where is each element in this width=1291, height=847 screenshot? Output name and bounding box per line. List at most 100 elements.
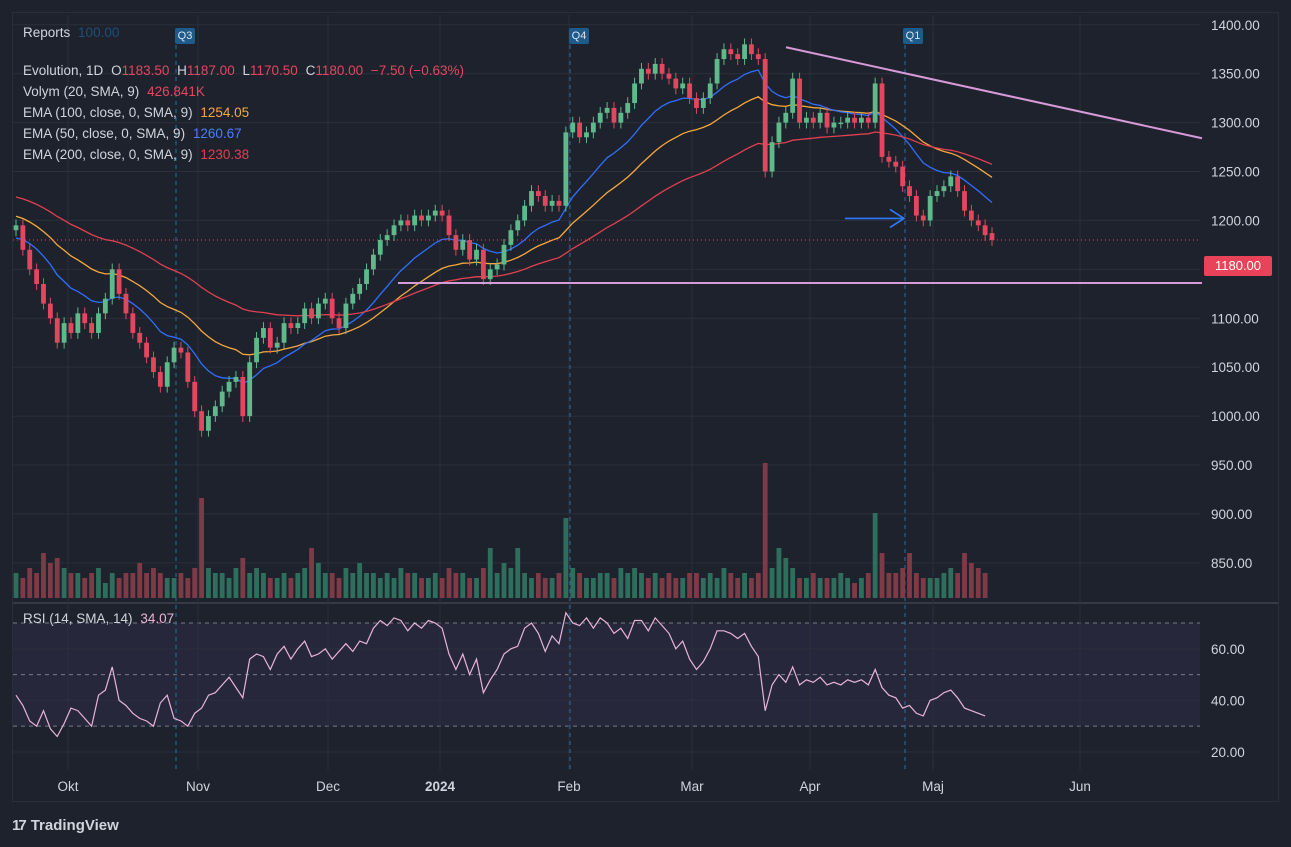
volume-bar: [13, 573, 19, 598]
candle-body: [123, 293, 129, 314]
candle-body: [96, 313, 101, 333]
candle-body: [535, 191, 541, 196]
rsi-tick-label: 40.00: [1211, 693, 1245, 708]
ohlc-open: 1183.50: [121, 63, 170, 78]
candle-body: [962, 191, 967, 211]
candle-body: [810, 117, 816, 123]
chart-frame[interactable]: [12, 12, 1279, 802]
volume-bar: [316, 563, 321, 598]
candle-body: [872, 83, 878, 123]
candle-body: [391, 225, 397, 236]
legend-reports[interactable]: Reports 100.00: [23, 25, 119, 41]
candle-body: [859, 117, 864, 123]
volume-bar: [27, 568, 33, 598]
time-tick-label: Dec: [316, 779, 340, 794]
candle-body: [632, 83, 637, 104]
volume-bar: [453, 573, 459, 598]
legend-ema200[interactable]: EMA (200, close, 0, SMA, 9) 1230.38: [23, 147, 249, 163]
volume-bar: [721, 568, 727, 598]
legend-symbol[interactable]: Evolution, 1D O1183.50 H1187.00 L1170.50…: [23, 63, 464, 79]
volume-bar: [226, 578, 232, 598]
candle-body: [597, 112, 603, 123]
time-tick-label: Nov: [186, 779, 210, 794]
candle-body: [432, 210, 438, 216]
volume-bar: [529, 578, 534, 598]
volume-bar: [302, 568, 308, 598]
candle-body: [219, 391, 225, 407]
volume-bar: [329, 573, 335, 598]
volume-bar: [707, 573, 713, 598]
candle-body: [522, 205, 528, 221]
volume-bar: [412, 573, 418, 598]
candle-body: [549, 200, 555, 206]
volume-bar: [487, 548, 493, 598]
quarter-badge-q4[interactable]: Q4: [569, 28, 589, 44]
candle-body: [790, 78, 796, 113]
candle-body: [419, 215, 424, 221]
volume-bar: [714, 578, 720, 598]
volume-bar: [941, 573, 947, 598]
tradingview-icon: 17: [12, 817, 27, 834]
volume-bar: [570, 568, 576, 598]
candle-body: [371, 254, 376, 270]
volume-bar: [281, 573, 287, 598]
candle-body: [501, 244, 507, 265]
candle-body: [989, 233, 995, 240]
time-tick-label: 2024: [425, 779, 456, 794]
candle-body: [322, 298, 328, 304]
volume-bar: [776, 548, 782, 598]
volume-bar: [831, 578, 837, 598]
volume-bar: [955, 573, 961, 598]
candle-body: [604, 107, 610, 113]
candle-body: [652, 63, 658, 74]
candle-body: [27, 249, 33, 270]
legend-ema100[interactable]: EMA (100, close, 0, SMA, 9) 1254.05: [23, 105, 249, 121]
candle-body: [171, 347, 177, 363]
time-tick-label: Feb: [557, 779, 580, 794]
volume-bar: [968, 563, 974, 598]
volume-bar: [178, 573, 184, 598]
volume-bar: [913, 573, 919, 598]
candle-body: [907, 186, 912, 196]
candle-body: [20, 225, 26, 250]
candle-body: [721, 49, 727, 60]
volume-bar: [680, 578, 686, 598]
candle-body: [584, 132, 589, 138]
quarter-badge-q3[interactable]: Q3: [175, 28, 195, 44]
candle-body: [804, 117, 809, 123]
volume-bar: [377, 578, 383, 598]
candle-body: [941, 186, 947, 192]
candle-body: [41, 284, 46, 304]
volume-bar: [810, 573, 816, 598]
volume-bar: [838, 573, 844, 598]
candle-body: [487, 269, 493, 280]
volume-bar: [611, 578, 617, 598]
volume-bar: [975, 568, 981, 598]
volume-bar: [96, 568, 101, 598]
candle-body: [797, 78, 802, 123]
candle-body: [206, 416, 211, 431]
volume-bar: [749, 578, 754, 598]
candle-body: [398, 220, 404, 226]
tradingview-logo[interactable]: 17 TradingView: [12, 817, 119, 834]
volume-bar: [769, 568, 775, 598]
price-tick-label: 1000.00: [1211, 409, 1260, 424]
legend-volume[interactable]: Volym (20, SMA, 9) 426.841K: [23, 84, 205, 100]
volume-bar: [322, 573, 328, 598]
price-tick-label: 1050.00: [1211, 360, 1260, 375]
candle-body: [144, 342, 149, 358]
volume-bar: [34, 573, 40, 598]
volume-bar: [89, 573, 95, 598]
volume-bar: [783, 558, 789, 598]
volume-bar: [247, 573, 253, 598]
legend-ema50[interactable]: EMA (50, close, 0, SMA, 9) 1260.67: [23, 126, 242, 142]
candle-body: [178, 347, 184, 353]
price-tick-label: 900.00: [1211, 507, 1252, 522]
volume-bar: [446, 568, 452, 598]
volume-bar: [700, 578, 706, 598]
candle-body: [302, 308, 308, 324]
legend-rsi[interactable]: RSI (14, SMA, 14) 34.07: [23, 611, 174, 627]
candle-body: [254, 337, 259, 363]
quarter-badge-q1[interactable]: Q1: [903, 28, 923, 44]
